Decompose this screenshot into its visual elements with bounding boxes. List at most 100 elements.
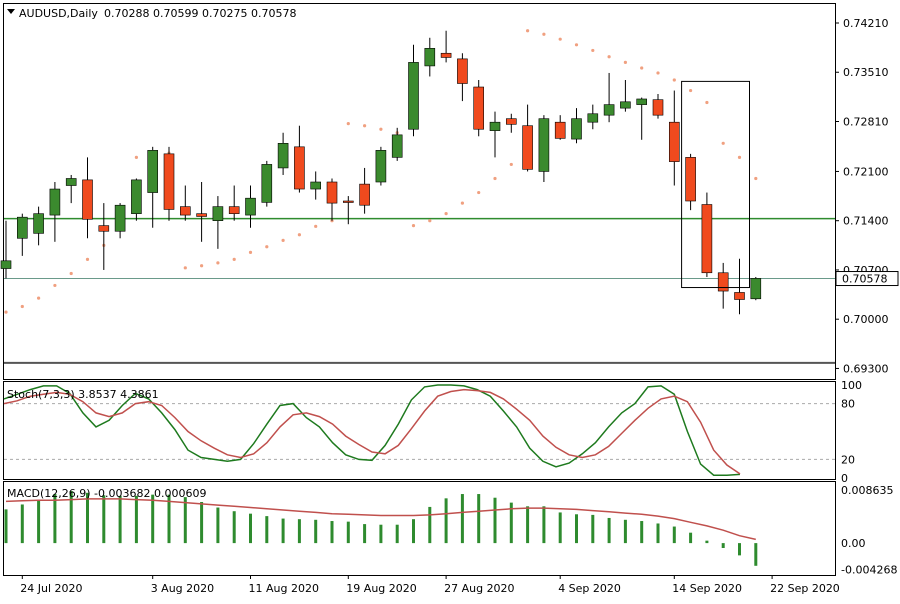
axes: 0.742100.735100.728100.721000.714000.707… xyxy=(20,17,899,595)
price-pane xyxy=(0,29,835,364)
sar-dot xyxy=(428,219,432,223)
time-axis-label: 19 Aug 2020 xyxy=(346,582,416,595)
candle-body xyxy=(685,157,696,202)
candle-body xyxy=(603,104,615,116)
candle-body xyxy=(326,181,338,204)
candle-body xyxy=(147,150,158,193)
sar-dot xyxy=(4,310,8,314)
price-axis-label: 0.72810 xyxy=(843,115,889,128)
candle-body xyxy=(98,225,110,232)
sar-dot xyxy=(265,245,269,249)
price-axis-label: 0.73510 xyxy=(843,66,889,79)
candle-body xyxy=(310,181,322,190)
sar-dot xyxy=(689,88,693,93)
candle-body xyxy=(750,278,762,300)
sar-dot xyxy=(379,127,383,131)
candle-body xyxy=(0,260,12,269)
macd-label: MACD(12,26,9) -0.003682 0.000609 xyxy=(7,487,206,500)
candle-body xyxy=(16,216,28,239)
stoch-label: Stoch(7,3,3) 3.8537 4.3861 xyxy=(7,388,159,401)
candle-body xyxy=(408,62,419,130)
candle-body xyxy=(49,188,61,216)
candle-body xyxy=(505,118,517,125)
sar-dot xyxy=(134,155,138,159)
candle-body xyxy=(538,118,550,172)
current-price-tag xyxy=(835,271,899,287)
sar-dot xyxy=(754,176,758,181)
time-axis-label: 3 Aug 2020 xyxy=(151,582,214,595)
price-axis-label: 0.69300 xyxy=(843,362,889,375)
sar-dot xyxy=(640,66,644,70)
candle-body xyxy=(652,99,664,116)
stoch-pane xyxy=(3,384,835,476)
candle-body xyxy=(196,213,207,217)
candle-body xyxy=(163,153,175,210)
time-axis-label: 22 Sep 2020 xyxy=(770,582,840,595)
candle-body xyxy=(359,183,370,206)
macd-signal-line xyxy=(5,498,756,541)
stoch-axis-label: 80 xyxy=(841,398,855,411)
candle-body xyxy=(375,150,387,183)
candle-body xyxy=(245,197,256,216)
stoch-axis-label: 100 xyxy=(841,379,862,392)
candle-body xyxy=(522,125,533,170)
candle-body xyxy=(65,178,77,186)
sar-dot xyxy=(183,266,187,270)
highlight-box xyxy=(681,80,750,289)
macd-pane xyxy=(4,490,758,566)
macd-axis-label: 0.008635 xyxy=(841,484,894,497)
time-axis-label: 27 Aug 2020 xyxy=(444,582,514,595)
time-axis-label: 4 Sep 2020 xyxy=(558,582,621,595)
macd-pane-frame xyxy=(3,481,836,576)
sar-dot xyxy=(53,283,57,288)
candle-body xyxy=(424,48,436,67)
sar-dot xyxy=(297,233,301,237)
stoch-axis-label: 20 xyxy=(841,453,855,466)
candle-body xyxy=(701,204,713,274)
sar-dot xyxy=(346,122,350,126)
sar-dot xyxy=(314,224,318,228)
sar-dot xyxy=(411,224,416,228)
sar-dot xyxy=(248,250,253,254)
candle-body xyxy=(440,52,452,58)
sar-dot xyxy=(444,212,448,216)
sar-dot xyxy=(705,100,709,105)
candle-body xyxy=(180,206,191,216)
stoch-main-line xyxy=(3,384,741,476)
ohlc-label: 0.70288 0.70599 0.70275 0.70578 xyxy=(104,7,296,20)
price-pane-frame xyxy=(3,3,836,380)
candle-body xyxy=(571,118,582,140)
sar-dot xyxy=(37,296,41,300)
price-axis-label: 0.72100 xyxy=(843,165,889,178)
candle-body xyxy=(228,206,240,214)
price-axis-label: 0.71400 xyxy=(843,215,889,228)
collapse-triangle-icon[interactable] xyxy=(7,9,15,14)
sar-dot xyxy=(20,304,24,309)
sar-dot xyxy=(591,48,595,53)
candle-body xyxy=(489,121,501,131)
candle-body xyxy=(114,204,126,232)
sar-dot xyxy=(493,176,497,181)
candle-body xyxy=(668,121,680,162)
sar-dot xyxy=(509,162,513,167)
sar-dot xyxy=(460,201,464,205)
sar-dot xyxy=(363,124,367,128)
sar-dot xyxy=(558,37,562,41)
sar-dot xyxy=(526,29,530,33)
candle-body xyxy=(473,86,485,130)
sar-dot xyxy=(542,32,546,36)
time-axis-label: 14 Sep 2020 xyxy=(672,582,742,595)
sar-dot xyxy=(69,271,73,276)
sar-dot xyxy=(200,264,204,268)
candle-body xyxy=(131,179,142,214)
candle-body xyxy=(82,179,93,220)
candle-body xyxy=(33,213,44,234)
candle-body xyxy=(212,206,224,221)
time-axis-label: 11 Aug 2020 xyxy=(249,582,319,595)
price-axis-label: 0.70000 xyxy=(843,313,889,326)
candle-body xyxy=(457,58,468,84)
macd-axis-label: 0.00 xyxy=(841,537,866,550)
candle-body xyxy=(554,121,566,139)
